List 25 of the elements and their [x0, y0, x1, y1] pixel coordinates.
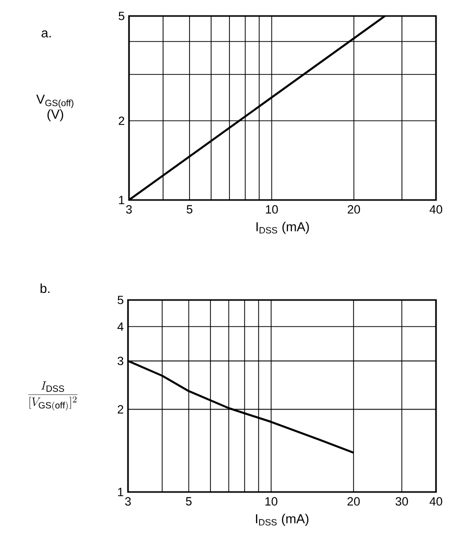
y-tick-label: 1 — [118, 488, 124, 496]
x-axis-title: I$_{DSS}$ (mA) — [256, 222, 309, 234]
x-tick-label: 10 — [265, 497, 278, 506]
x-tick-label: 40 — [430, 497, 442, 506]
x-tick-label: 30 — [396, 497, 408, 506]
text: a. — [42, 30, 51, 38]
x-tick-label: 5 — [186, 497, 192, 506]
y-tick-label: 5 — [118, 296, 124, 304]
x-tick-label: 40 — [430, 205, 442, 214]
y-axis-title: V$_{GS(off)}$ (V) — [36, 94, 74, 122]
x-tick-label: 20 — [348, 205, 360, 214]
x-tick-label: 10 — [266, 205, 278, 214]
y-tick-label: 3 — [118, 356, 124, 366]
x-tick-label: 20 — [348, 497, 360, 506]
y-tick-label: 1 — [119, 196, 124, 204]
x-tick-label: 5 — [186, 205, 192, 214]
x-tick-label: 3 — [125, 497, 131, 506]
x-tick-label: 3 — [126, 205, 132, 214]
x-axis-title: I$_{DSS}$ (mA) — [256, 514, 308, 526]
y-tick-label: 2 — [118, 405, 124, 414]
chart-title: b. — [40, 284, 50, 294]
y-tick-label: 2 — [118, 116, 124, 125]
y-tick-label: 4 — [117, 322, 124, 331]
y-axis-title: $\frac{I_{\mathrm{DSS}}}{[V_{\mathrm{GS(off)}}]^{2}}$ — [28, 381, 78, 411]
y-tick-label: 5 — [118, 12, 124, 20]
